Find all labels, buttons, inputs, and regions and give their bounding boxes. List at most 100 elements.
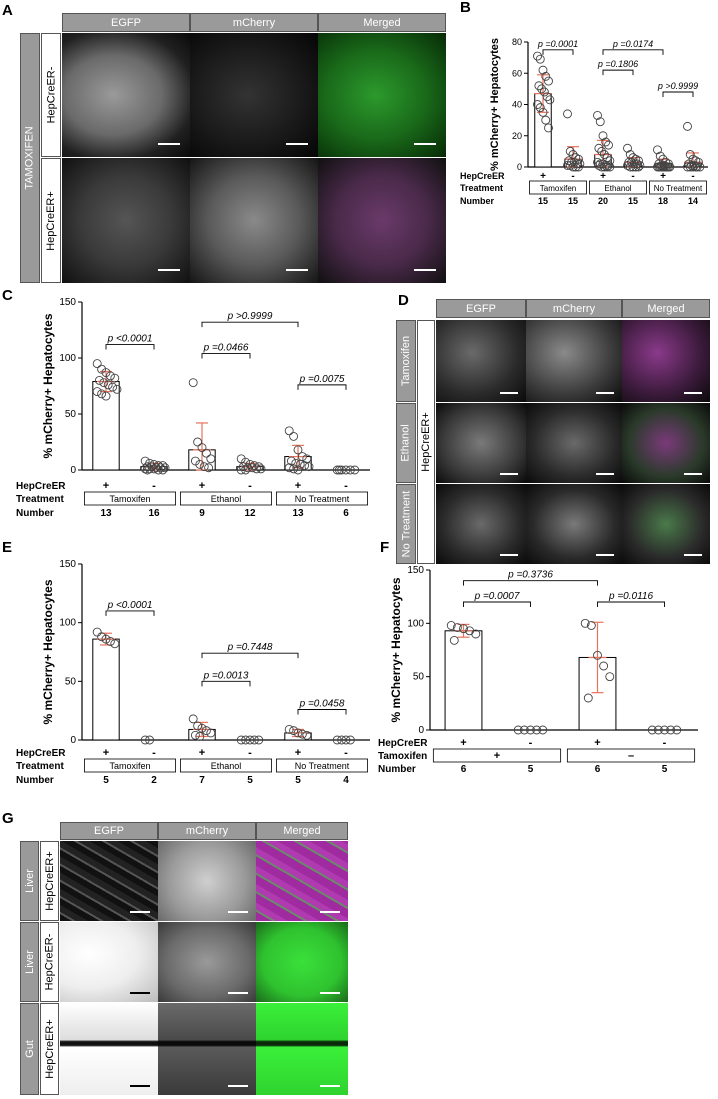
y-tick-label: 0 xyxy=(418,725,424,736)
data-point xyxy=(687,160,697,170)
genotype-sign: + xyxy=(540,171,546,182)
data-point xyxy=(545,95,555,105)
row-label: Number xyxy=(16,508,54,519)
data-point xyxy=(605,672,615,682)
treatment-label: Ethanol xyxy=(211,761,242,771)
data-point xyxy=(302,730,312,740)
comparison-bracket xyxy=(602,69,634,76)
data-point xyxy=(583,693,593,703)
data-point xyxy=(449,635,459,645)
data-point xyxy=(695,162,705,172)
panel-a-row-label-pos: HepCreER+ xyxy=(41,158,61,283)
data-point xyxy=(236,735,246,745)
genotype-sign: - xyxy=(663,737,667,749)
data-point xyxy=(685,162,695,172)
data-point xyxy=(140,735,150,745)
data-point xyxy=(563,160,572,170)
comparison-bracket xyxy=(297,384,347,390)
panel-g-header-egfp: EGFP xyxy=(60,822,158,840)
panel-g-header-mcherry: mCherry xyxy=(158,822,256,840)
panel-letter-c: C xyxy=(2,288,13,304)
data-point xyxy=(206,728,216,738)
data-point xyxy=(605,162,615,172)
data-point xyxy=(337,735,347,745)
panel-g-genotype-label-2: HepCreER- xyxy=(40,922,59,1002)
genotype-sign: + xyxy=(295,747,301,759)
panel-d-micrograph-mcherry-nt xyxy=(526,484,622,564)
data-point xyxy=(92,627,102,637)
panel-a-header-egfp: EGFP xyxy=(62,13,190,32)
y-axis-label: % mCherry+ Hepatocytes xyxy=(489,38,501,171)
data-point xyxy=(97,632,107,642)
genotype-sign: - xyxy=(152,747,156,759)
data-point xyxy=(110,639,120,649)
panel-letter-b: B xyxy=(460,2,471,16)
p-value-label: p >0.9999 xyxy=(227,311,273,322)
data-point xyxy=(544,123,553,133)
y-tick-label: 100 xyxy=(59,353,76,364)
data-point xyxy=(654,162,664,172)
genotype-sign: + xyxy=(460,737,466,749)
p-value-label: p >0.9999 xyxy=(657,81,698,91)
panel-g-micrograph-merged-3 xyxy=(256,1003,348,1095)
data-point xyxy=(544,76,553,86)
row-label: Number xyxy=(16,775,54,786)
treatment-label: No Treatment xyxy=(295,761,350,771)
genotype-sign: + xyxy=(199,747,205,759)
data-point xyxy=(534,81,544,91)
data-point xyxy=(535,103,545,113)
y-axis-label: % mCherry+ Hepatocytes xyxy=(389,577,403,722)
data-point xyxy=(293,445,303,455)
data-point xyxy=(519,725,529,735)
data-point xyxy=(204,463,214,473)
data-point xyxy=(101,634,111,644)
data-point xyxy=(593,110,602,120)
data-point xyxy=(688,162,698,172)
data-point xyxy=(101,391,111,401)
data-point xyxy=(140,464,150,474)
panel-d-micrograph-mcherry-tam xyxy=(526,320,622,402)
group-count: 5 xyxy=(247,775,253,786)
treatment-label: Tamoxifen xyxy=(540,184,576,193)
bar xyxy=(92,381,120,471)
treatment-box xyxy=(432,748,562,763)
row-label: Treatment xyxy=(16,494,64,505)
data-point xyxy=(245,735,255,745)
treatment-label: Ethanol xyxy=(211,494,242,504)
chart-panel-c: C 0 50 100 150 % mCherry+ Hepatocytes p <0.000… xyxy=(2,288,370,519)
data-point xyxy=(597,146,607,156)
panel-g-tissue-label-1: Liver xyxy=(20,841,39,921)
p-value-label: p =0.0458 xyxy=(299,698,345,709)
data-point xyxy=(653,725,663,735)
row-label: Treatment xyxy=(16,761,64,772)
data-point xyxy=(653,145,662,155)
panel-g-micrograph-mcherry-1 xyxy=(158,841,256,921)
group-count: 9 xyxy=(199,508,205,519)
data-point xyxy=(594,160,604,170)
data-point xyxy=(542,92,552,102)
treatment-box xyxy=(84,491,176,506)
data-point xyxy=(193,437,203,447)
group-count: 5 xyxy=(295,775,301,786)
row-label: Number xyxy=(378,764,416,775)
data-point xyxy=(254,735,264,745)
comparison-bracket xyxy=(105,610,155,616)
y-tick-label: 50 xyxy=(65,409,77,420)
treatment-sign: + xyxy=(494,750,500,762)
data-point xyxy=(541,115,551,125)
data-point xyxy=(599,162,609,172)
genotype-sign: - xyxy=(344,480,348,492)
data-point xyxy=(291,458,301,468)
treatment-box xyxy=(649,180,707,195)
data-point xyxy=(243,463,253,473)
data-point xyxy=(565,160,575,170)
comparison-bracket xyxy=(201,652,299,659)
panel-d-micrograph-merged-tam xyxy=(622,320,710,402)
group-count: 6 xyxy=(343,508,349,519)
y-tick-label: 100 xyxy=(59,618,76,629)
panel-a-micrograph-egfp-neg xyxy=(62,33,190,157)
data-point xyxy=(289,431,299,441)
data-point xyxy=(156,463,166,473)
data-point xyxy=(345,735,355,745)
data-point xyxy=(293,728,303,738)
